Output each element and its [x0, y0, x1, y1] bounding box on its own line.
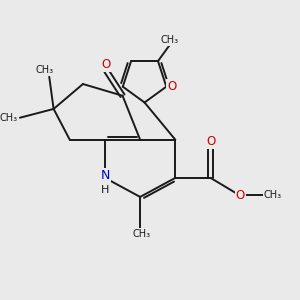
Text: N: N [100, 169, 110, 182]
Text: CH₃: CH₃ [0, 113, 18, 123]
Text: H: H [101, 184, 109, 195]
Text: O: O [167, 80, 176, 93]
Text: CH₃: CH₃ [36, 65, 54, 75]
Text: CH₃: CH₃ [133, 229, 151, 238]
Text: O: O [206, 135, 215, 148]
Text: CH₃: CH₃ [160, 35, 178, 45]
Text: O: O [102, 58, 111, 71]
Text: CH₃: CH₃ [264, 190, 282, 200]
Text: O: O [236, 189, 245, 202]
